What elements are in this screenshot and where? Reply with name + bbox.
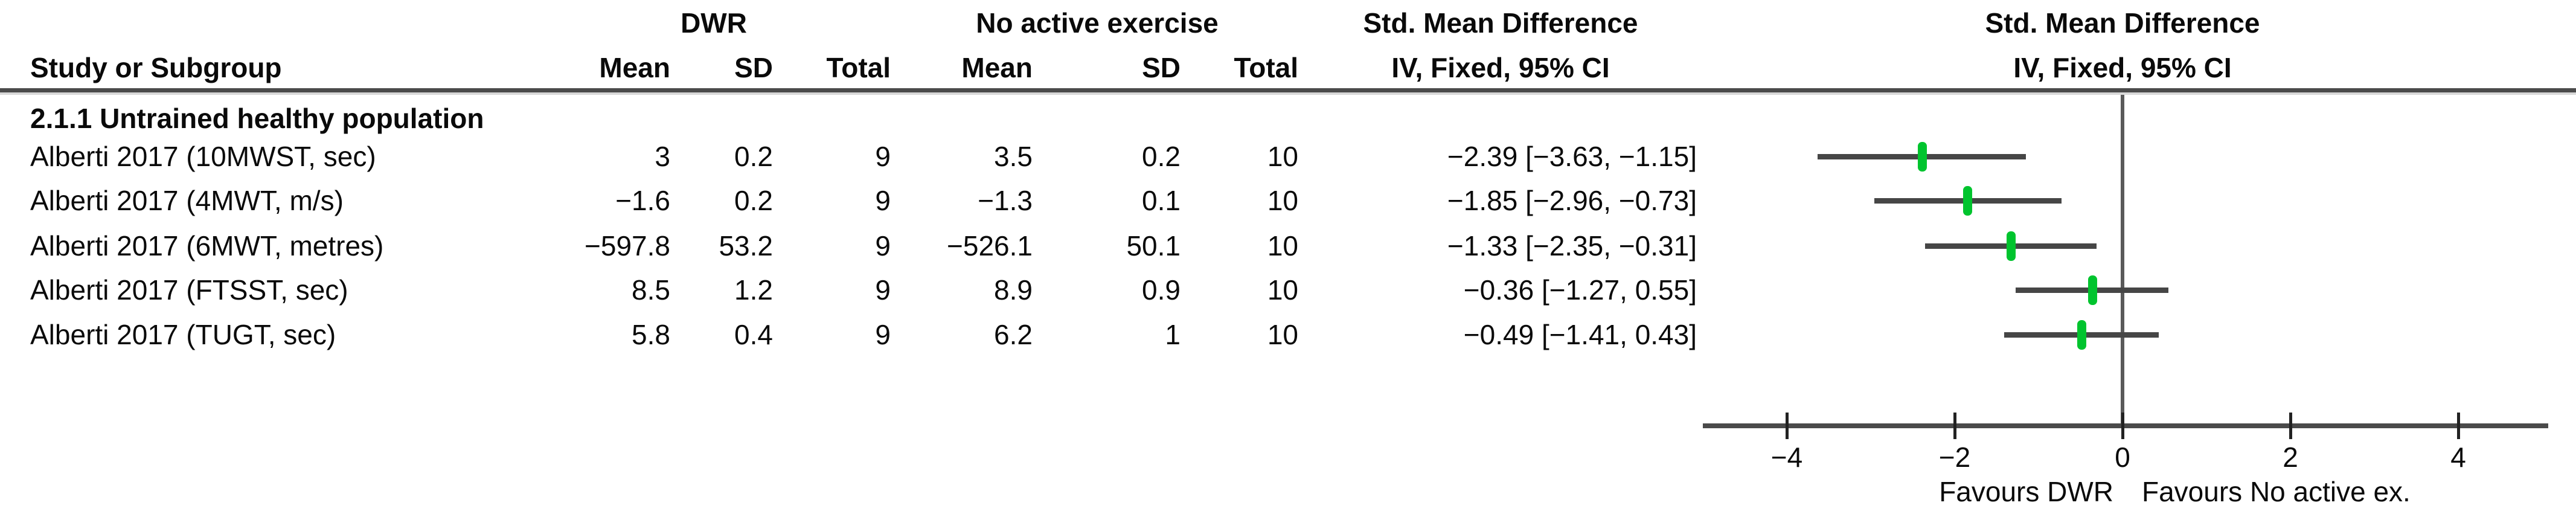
group2-total-header: Total <box>1234 52 1298 83</box>
group2-mean-header: Mean <box>961 52 1033 83</box>
axis-tick <box>1953 413 1956 439</box>
row-total2: 10 <box>1267 185 1298 216</box>
study-column-header: Study or Subgroup <box>30 52 282 83</box>
row-total1: 9 <box>875 319 891 350</box>
row-total1: 9 <box>875 274 891 306</box>
effect-method-header: IV, Fixed, 95% CI <box>1391 52 1610 83</box>
row-ci_text: −1.33 [−2.35, −0.31] <box>1447 230 1697 262</box>
row-sd1: 0.2 <box>734 141 773 172</box>
zero-line <box>2121 95 2124 426</box>
row-sd1: 1.2 <box>734 274 773 306</box>
axis-tick-label: 0 <box>2115 442 2130 473</box>
row-total2: 10 <box>1267 319 1298 350</box>
header-separator-shadow <box>0 92 2576 95</box>
axis-tick <box>2121 413 2124 439</box>
row-mean1: −1.6 <box>615 185 670 216</box>
group2-sd-header: SD <box>1142 52 1181 83</box>
group1-sd-header: SD <box>734 52 773 83</box>
axis-tick <box>1786 413 1789 439</box>
row-ci_text: −1.85 [−2.96, −0.73] <box>1447 185 1697 216</box>
axis-tick-label: 4 <box>2450 442 2466 473</box>
axis-tick-label: −2 <box>1938 442 1971 473</box>
row-study: Alberti 2017 (FTSST, sec) <box>30 274 348 306</box>
row-sd2: 50.1 <box>1126 230 1181 262</box>
row-study: Alberti 2017 (6MWT, metres) <box>30 230 384 262</box>
axis-line <box>1703 423 2548 428</box>
row-sd1: 53.2 <box>719 230 773 262</box>
group1-mean-header: Mean <box>599 52 670 83</box>
axis-tick <box>2457 413 2460 439</box>
point-estimate-marker <box>2077 320 2086 350</box>
effect-header: Std. Mean Difference <box>1363 7 1638 39</box>
point-estimate-marker <box>2007 231 2016 261</box>
row-ci_text: −0.49 [−1.41, 0.43] <box>1463 319 1697 350</box>
row-mean2: 3.5 <box>994 141 1033 172</box>
row-sd2: 0.9 <box>1142 274 1181 306</box>
plot-effect-header: Std. Mean Difference <box>1985 7 2260 39</box>
row-sd1: 0.2 <box>734 185 773 216</box>
row-mean1: 5.8 <box>632 319 670 350</box>
header-separator-line <box>0 88 2576 92</box>
row-total2: 10 <box>1267 141 1298 172</box>
row-mean1: 3 <box>655 141 670 172</box>
row-sd2: 0.1 <box>1142 185 1181 216</box>
group1-header: DWR <box>681 7 747 39</box>
favours-right-label: Favours No active ex. <box>2142 476 2411 507</box>
point-estimate-marker <box>2087 275 2097 305</box>
axis-tick-label: −4 <box>1770 442 1803 473</box>
row-mean2: −1.3 <box>978 185 1033 216</box>
row-ci_text: −2.39 [−3.63, −1.15] <box>1447 141 1697 172</box>
row-total2: 10 <box>1267 274 1298 306</box>
row-total1: 9 <box>875 141 891 172</box>
point-estimate-marker <box>1962 186 1972 216</box>
row-mean2: 6.2 <box>994 319 1033 350</box>
row-sd2: 1 <box>1165 319 1181 350</box>
plot-effect-method-header: IV, Fixed, 95% CI <box>2013 52 2232 83</box>
row-study: Alberti 2017 (4MWT, m/s) <box>30 185 344 216</box>
row-total1: 9 <box>875 185 891 216</box>
group1-total-header: Total <box>826 52 891 83</box>
row-mean2: 8.9 <box>994 274 1033 306</box>
row-sd2: 0.2 <box>1142 141 1181 172</box>
axis-tick <box>2289 413 2292 439</box>
row-ci_text: −0.36 [−1.27, 0.55] <box>1463 274 1697 306</box>
row-total1: 9 <box>875 230 891 262</box>
favours-left-label: Favours DWR <box>1939 476 2113 507</box>
row-study: Alberti 2017 (10MWST, sec) <box>30 141 376 172</box>
row-study: Alberti 2017 (TUGT, sec) <box>30 319 336 350</box>
row-sd1: 0.4 <box>734 319 773 350</box>
subgroup-heading: 2.1.1 Untrained healthy population <box>30 103 484 134</box>
point-estimate-marker <box>1917 142 1927 172</box>
row-mean1: −597.8 <box>585 230 670 262</box>
row-mean1: 8.5 <box>632 274 670 306</box>
group2-header: No active exercise <box>976 7 1219 39</box>
row-mean2: −526.1 <box>947 230 1033 262</box>
axis-tick-label: 2 <box>2283 442 2298 473</box>
row-total2: 10 <box>1267 230 1298 262</box>
